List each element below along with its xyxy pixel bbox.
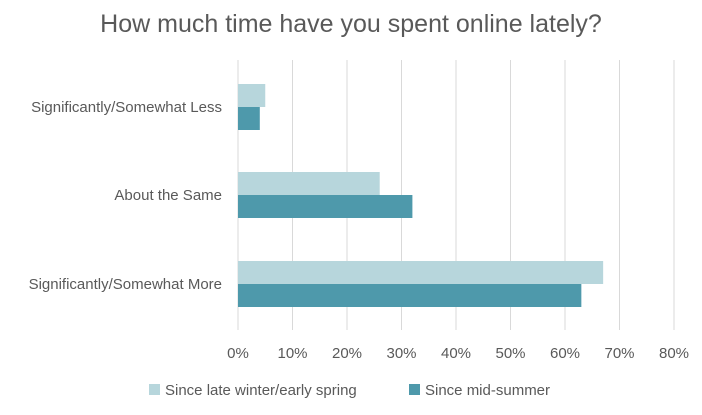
x-tick-label: 40% bbox=[441, 345, 471, 362]
bar-mid-summer bbox=[238, 195, 413, 218]
legend-swatch bbox=[409, 384, 420, 395]
bar-mid-summer bbox=[238, 284, 582, 307]
x-tick-label: 10% bbox=[277, 345, 307, 362]
x-axis-tick-labels: 0% 10% 20% 30% 40% 50% 60% 70% 80% bbox=[227, 345, 689, 362]
bars bbox=[238, 84, 604, 307]
x-tick-label: 20% bbox=[332, 345, 362, 362]
x-tick-label: 70% bbox=[604, 345, 634, 362]
legend-swatch bbox=[149, 384, 160, 395]
category-label: Significantly/Somewhat Less bbox=[31, 99, 222, 116]
legend: Since late winter/early spring Since mid-… bbox=[149, 382, 550, 399]
x-tick-label: 60% bbox=[550, 345, 580, 362]
gridlines bbox=[237, 60, 675, 330]
x-tick-label: 50% bbox=[495, 345, 525, 362]
category-label: Significantly/Somewhat More bbox=[29, 276, 222, 293]
bar-late-winter bbox=[238, 84, 266, 107]
x-tick-label: 80% bbox=[659, 345, 689, 362]
legend-label: Since late winter/early spring bbox=[165, 382, 357, 399]
category-label: About the Same bbox=[114, 187, 222, 204]
bar-late-winter bbox=[238, 261, 604, 284]
bar-late-winter bbox=[238, 172, 380, 195]
bar-mid-summer bbox=[238, 107, 260, 130]
x-tick-label: 30% bbox=[386, 345, 416, 362]
category-labels: Significantly/Somewhat Less About the Sam… bbox=[29, 99, 222, 293]
x-tick-label: 0% bbox=[227, 345, 249, 362]
chart-title: How much time have you spent online late… bbox=[100, 10, 602, 38]
legend-label: Since mid-summer bbox=[425, 382, 550, 399]
